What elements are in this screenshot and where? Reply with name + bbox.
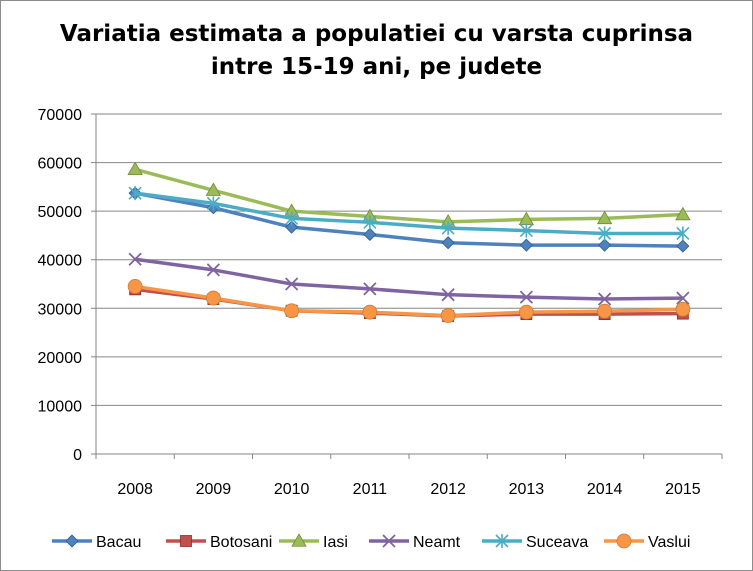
legend-label: Suceava — [526, 534, 588, 551]
series-suceava — [128, 186, 690, 241]
data-point — [519, 238, 533, 252]
legend-marker — [65, 534, 79, 548]
legend-label: Iasi — [323, 534, 348, 551]
x-axis-tick-labels: 2008 2009 2010 2011 2012 2013 2014 2015 — [117, 481, 700, 498]
data-point — [675, 206, 691, 221]
chart-title-line-1: Variatia estimata a populatiei cu varsta… — [59, 21, 694, 47]
legend-item-suceava: Suceava — [482, 534, 588, 551]
data-point — [676, 239, 690, 253]
legend-item-bacau: Bacau — [52, 534, 141, 551]
legend-item-vaslui: Vaslui — [604, 533, 690, 551]
legend-marker — [616, 533, 632, 549]
data-point — [127, 161, 143, 176]
legend-label: Bacau — [96, 534, 141, 551]
data-point — [597, 292, 612, 306]
series-line — [134, 257, 683, 301]
data-point — [128, 252, 142, 266]
legend-marker — [180, 535, 192, 547]
series-line — [134, 191, 683, 248]
y-tick-label: 30000 — [38, 301, 83, 318]
data-point — [598, 238, 612, 252]
data-point — [284, 277, 299, 291]
series-line — [134, 284, 683, 318]
data-point — [128, 186, 142, 201]
data-point — [440, 308, 456, 323]
data-point — [676, 291, 690, 305]
legend-marker — [495, 534, 509, 548]
data-point — [206, 196, 220, 211]
grid-lines — [96, 113, 722, 406]
legend-item-botosani: Botosani — [166, 534, 272, 551]
data-point — [519, 290, 534, 304]
chart-title-line-2: intre 15-19 ani, pe judete — [210, 54, 543, 80]
y-tick-label: 60000 — [38, 156, 83, 173]
x-tick-label: 2011 — [353, 481, 388, 498]
legend-label: Vaslui — [648, 534, 690, 551]
data-point — [597, 303, 613, 319]
data-point — [205, 290, 221, 306]
legend-marker — [382, 534, 396, 548]
y-tick-label: 40000 — [38, 253, 83, 270]
data-point — [519, 223, 533, 238]
y-tick-label: 20000 — [38, 350, 83, 367]
data-point — [675, 301, 691, 317]
data-point — [676, 226, 690, 241]
legend: Bacau Botosani Iasi Neamt Suceava Vaslui — [52, 533, 690, 551]
data-point — [285, 211, 299, 226]
data-point — [363, 282, 377, 296]
data-point — [127, 279, 143, 294]
series-lines — [127, 161, 691, 323]
series-line — [134, 191, 683, 236]
y-tick-label: 70000 — [38, 107, 83, 124]
x-tick-label: 2009 — [196, 481, 232, 498]
data-point — [206, 263, 221, 277]
x-tick-label: 2013 — [509, 481, 545, 498]
data-point — [518, 304, 534, 320]
x-tick-label: 2008 — [117, 481, 153, 498]
data-point — [205, 182, 222, 196]
x-tick-label: 2010 — [274, 481, 310, 498]
x-tick-label: 2012 — [430, 481, 466, 498]
legend-item-iasi: Iasi — [279, 533, 348, 551]
y-tick-label: 0 — [73, 447, 82, 464]
x-tick-label: 2015 — [665, 481, 701, 498]
data-point — [285, 220, 299, 234]
data-point — [363, 215, 377, 230]
data-point — [441, 236, 455, 250]
legend-label: Botosani — [210, 534, 272, 551]
series-iasi — [127, 161, 691, 228]
data-point — [284, 303, 300, 319]
data-point — [363, 227, 377, 242]
data-point — [596, 210, 613, 225]
y-axis-tick-labels: 0 10000 20000 30000 40000 50000 60000 70000 — [38, 107, 83, 464]
data-point — [441, 221, 455, 236]
data-point — [362, 304, 378, 320]
data-point — [441, 288, 455, 302]
y-tick-label: 10000 — [38, 398, 83, 415]
legend-label: Neamt — [413, 534, 461, 551]
legend-marker — [291, 533, 307, 547]
axes — [91, 113, 723, 459]
series-line — [134, 167, 683, 224]
x-tick-label: 2014 — [587, 481, 623, 498]
chart-title: Variatia estimata a populatiei cu varsta… — [0, 18, 753, 84]
series-neamt — [128, 252, 690, 306]
y-tick-label: 50000 — [38, 204, 83, 221]
data-point — [598, 226, 612, 241]
legend-item-neamt: Neamt — [369, 534, 461, 551]
series-vaslui — [127, 279, 691, 323]
